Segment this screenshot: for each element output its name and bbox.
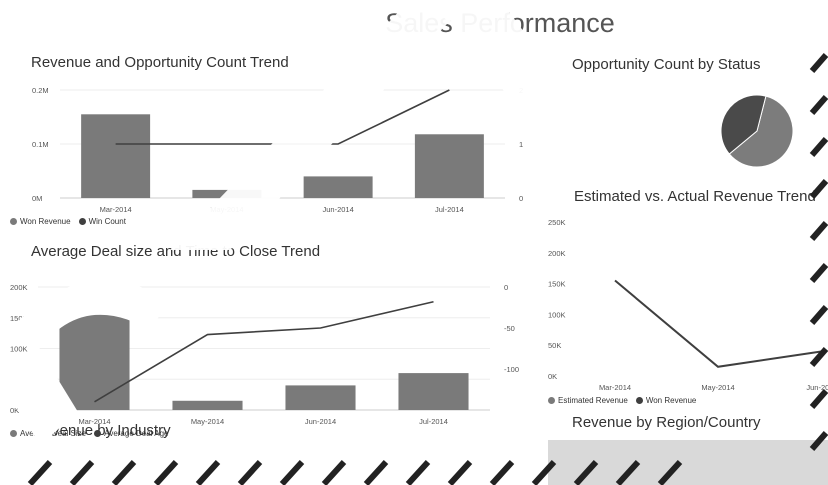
legend-item-win-count: Win Count (78, 217, 126, 226)
line-average-deal-age (94, 300, 434, 403)
bar-average-deal-size (398, 373, 469, 410)
x-tick-label: May-2014 (210, 205, 243, 214)
y-tick-label: 150K (548, 280, 566, 289)
x-tick-label: Mar-2014 (599, 383, 631, 392)
legend-item-won-revenue-2: Won Revenue (635, 396, 696, 405)
bar-won-revenue (414, 134, 484, 198)
y-tick-label: 0K (548, 372, 557, 381)
x-tick-label: Jul-2014 (419, 417, 448, 426)
bar-won-revenue (81, 114, 151, 198)
pie-slice-1 (720, 94, 767, 155)
bar-won-revenue (192, 189, 262, 198)
bar-average-deal-size (285, 385, 356, 410)
line-won-revenue (614, 279, 823, 368)
legend-item-won-revenue: Won Revenue (10, 217, 71, 226)
y-tick-label: 150K (10, 314, 28, 323)
line-win-count (115, 89, 450, 145)
y-tick-label: 0.2M (32, 86, 49, 95)
legend-item-estimated-revenue: Estimated Revenue (548, 396, 628, 405)
y-tick-label: 50K (10, 375, 23, 384)
y-tick-label: 100K (10, 345, 28, 354)
y-tick-label: 0K (10, 406, 19, 415)
y-tick-label: 0.1M (32, 140, 49, 149)
chart3-legend: Estimated Revenue Won Revenue (548, 396, 696, 405)
y-tick-label: 250K (548, 218, 566, 227)
y2-tick-label: 2 (519, 86, 523, 95)
x-tick-label: May-2014 (701, 383, 734, 392)
bar-average-deal-size (59, 314, 130, 410)
x-tick-label: Mar-2014 (100, 205, 132, 214)
y-tick-label: 200K (10, 283, 28, 292)
x-tick-label: Jul-2014 (435, 205, 464, 214)
x-tick-label: Mar-2014 (78, 417, 110, 426)
y2-tick-label: -100 (504, 365, 519, 374)
y2-tick-label: 1 (519, 140, 523, 149)
x-tick-label: Jun-2014 (806, 383, 828, 392)
chart5-title: Revenue by Region/Country (572, 414, 761, 431)
x-tick-label: Jun-2014 (305, 417, 336, 426)
bar-average-deal-size (172, 400, 243, 410)
y-tick-label: 0M (32, 194, 42, 203)
y-tick-label: 100K (548, 310, 566, 319)
bar-won-revenue (303, 176, 373, 198)
chart3-title: Estimated vs. Actual Revenue Trend (574, 188, 816, 205)
y2-tick-label: -50 (504, 324, 515, 333)
pie-slice-0 (728, 95, 794, 168)
y2-tick-label: 0 (519, 194, 523, 203)
x-tick-label: May-2014 (191, 417, 224, 426)
y2-tick-label: 0 (504, 283, 508, 292)
y-tick-label: 50K (548, 341, 561, 350)
chart1-legend: Won Revenue Win Count (10, 217, 126, 226)
legend-item-avg-deal-age: Average Deal Age (94, 429, 168, 438)
x-tick-label: Jun-2014 (322, 205, 353, 214)
y-tick-label: 200K (548, 249, 566, 258)
